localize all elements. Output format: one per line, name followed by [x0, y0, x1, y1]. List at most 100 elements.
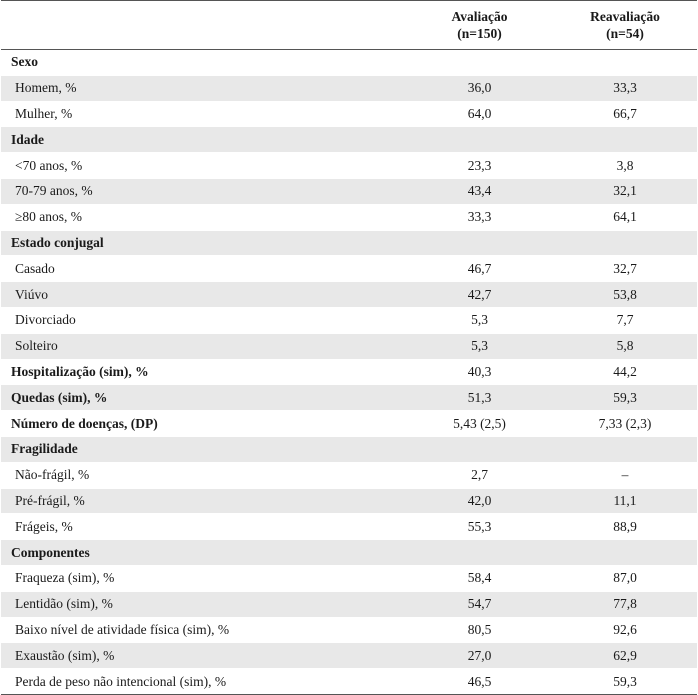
- avaliacao-value: 42,7: [406, 281, 553, 308]
- avaliacao-value: 33,3: [406, 204, 553, 231]
- row-section-label: Idade: [1, 126, 406, 154]
- avaliacao-value: 2,7: [406, 462, 553, 489]
- row-label: Exaustão (sim), %: [1, 642, 406, 670]
- avaliacao-value: 43,4: [406, 178, 553, 205]
- row-label: Divorciado: [1, 307, 406, 334]
- table-row: Hospitalização (sim), % 40,3 44,2: [1, 359, 697, 386]
- reavaliacao-value: 92,6: [553, 617, 697, 644]
- avaliacao-value: 58,4: [406, 565, 553, 592]
- table-row: Idade: [1, 126, 697, 154]
- reavaliacao-value: 64,1: [553, 204, 697, 231]
- table-row: Número de doenças, (DP) 5,43 (2,5) 7,33 (2…: [1, 410, 697, 437]
- avaliacao-value: [406, 539, 553, 566]
- row-label: Pré-frágil, %: [1, 488, 406, 515]
- avaliacao-value: 5,3: [406, 307, 553, 334]
- row-label: Homem, %: [1, 75, 406, 102]
- avaliacao-value: 54,7: [406, 591, 553, 618]
- row-label: ≥80 anos, %: [1, 204, 406, 231]
- row-label: Mulher, %: [1, 101, 406, 128]
- reavaliacao-value: [553, 49, 697, 76]
- avaliacao-value: 42,0: [406, 488, 553, 515]
- table-row: 70-79 anos, % 43,4 32,1: [1, 178, 697, 205]
- table-row: Homem, % 36,0 33,3: [1, 75, 697, 102]
- avaliacao-value: [406, 49, 553, 76]
- row-section-label: Componentes: [1, 539, 406, 566]
- table-row: Lentidão (sim), % 54,7 77,8: [1, 591, 697, 618]
- avaliacao-value: 5,43 (2,5): [406, 410, 553, 437]
- table-row: Solteiro 5,3 5,8: [1, 333, 697, 360]
- avaliacao-value: 40,3: [406, 359, 553, 386]
- reavaliacao-value: 7,33 (2,3): [553, 410, 697, 437]
- table-row: Viúvo 42,7 53,8: [1, 281, 697, 308]
- row-section-label: Sexo: [1, 49, 406, 76]
- row-label: Fraqueza (sim), %: [1, 565, 406, 592]
- row-label: <70 anos, %: [1, 152, 406, 179]
- reavaliacao-value: 77,8: [553, 591, 697, 618]
- reavaliacao-value: 88,9: [553, 513, 697, 541]
- reavaliacao-value: [553, 539, 697, 566]
- reavaliacao-value: 32,7: [553, 255, 697, 283]
- avaliacao-value: 5,3: [406, 333, 553, 360]
- table-row: <70 anos, % 23,3 3,8: [1, 152, 697, 179]
- header-avaliacao-n: (n=150): [457, 26, 502, 41]
- avaliacao-value: 64,0: [406, 101, 553, 128]
- row-label: Frágeis, %: [1, 513, 406, 541]
- row-section-label: Hospitalização (sim), %: [1, 359, 406, 386]
- table-row: Frágeis, % 55,3 88,9: [1, 513, 697, 541]
- reavaliacao-value: [553, 436, 697, 463]
- avaliacao-value: [406, 436, 553, 463]
- row-label: Não-frágil, %: [1, 462, 406, 489]
- row-section-label: Número de doenças, (DP): [1, 410, 406, 437]
- row-label: Casado: [1, 255, 406, 283]
- table-row: Pré-frágil, % 42,0 11,1: [1, 488, 697, 515]
- table-row: Divorciado 5,3 7,7: [1, 307, 697, 334]
- table-row: Casado 46,7 32,7: [1, 255, 697, 283]
- header-reavaliacao: Reavaliação (n=54): [553, 0, 697, 50]
- table-row: Perda de peso não intencional (sim), % 46…: [1, 668, 697, 695]
- header-reavaliacao-n: (n=54): [606, 26, 644, 41]
- table-row: Fragilidade: [1, 436, 697, 463]
- avaliacao-value: [406, 230, 553, 257]
- table-row: Mulher, % 64,0 66,7: [1, 101, 697, 128]
- table-row: Quedas (sim), % 51,3 59,3: [1, 384, 697, 412]
- header-reavaliacao-title: Reavaliação: [590, 9, 660, 24]
- header-avaliacao: Avaliação (n=150): [406, 0, 553, 50]
- reavaliacao-value: 3,8: [553, 152, 697, 179]
- avaliacao-value: 51,3: [406, 384, 553, 412]
- avaliacao-value: 23,3: [406, 152, 553, 179]
- avaliacao-value: 80,5: [406, 617, 553, 644]
- reavaliacao-value: [553, 230, 697, 257]
- reavaliacao-value: 32,1: [553, 178, 697, 205]
- row-section-label: Fragilidade: [1, 436, 406, 463]
- reavaliacao-value: 59,3: [553, 668, 697, 695]
- row-label: Lentidão (sim), %: [1, 591, 406, 618]
- header-row: Avaliação (n=150) Reavaliação (n=54): [1, 0, 697, 50]
- reavaliacao-value: 87,0: [553, 565, 697, 592]
- reavaliacao-value: 11,1: [553, 488, 697, 515]
- avaliacao-value: 46,7: [406, 255, 553, 283]
- table-row: Baixo nível de atividade física (sim), %…: [1, 617, 697, 644]
- table-body: Sexo Homem, % 36,0 33,3 Mulher, % 64,0 66,7 Ida…: [1, 49, 697, 695]
- reavaliacao-value: 44,2: [553, 359, 697, 386]
- avaliacao-value: 46,5: [406, 668, 553, 695]
- reavaliacao-value: 5,8: [553, 333, 697, 360]
- reavaliacao-value: –: [553, 462, 697, 489]
- row-label: 70-79 anos, %: [1, 178, 406, 205]
- table-row: Fraqueza (sim), % 58,4 87,0: [1, 565, 697, 592]
- reavaliacao-value: 53,8: [553, 281, 697, 308]
- table-row: Não-frágil, % 2,7–: [1, 462, 697, 489]
- table-header: Avaliação (n=150) Reavaliação (n=54): [1, 0, 697, 50]
- row-label: Perda de peso não intencional (sim), %: [1, 668, 406, 695]
- header-label-column: [1, 0, 406, 50]
- avaliacao-value: 36,0: [406, 75, 553, 102]
- header-avaliacao-title: Avaliação: [451, 9, 508, 24]
- table-row: Estado conjugal: [1, 230, 697, 257]
- avaliacao-value: [406, 126, 553, 154]
- avaliacao-value: 27,0: [406, 642, 553, 670]
- table-row: Exaustão (sim), % 27,0 62,9: [1, 642, 697, 670]
- reavaliacao-value: [553, 126, 697, 154]
- reavaliacao-value: 66,7: [553, 101, 697, 128]
- table-row: Sexo: [1, 49, 697, 76]
